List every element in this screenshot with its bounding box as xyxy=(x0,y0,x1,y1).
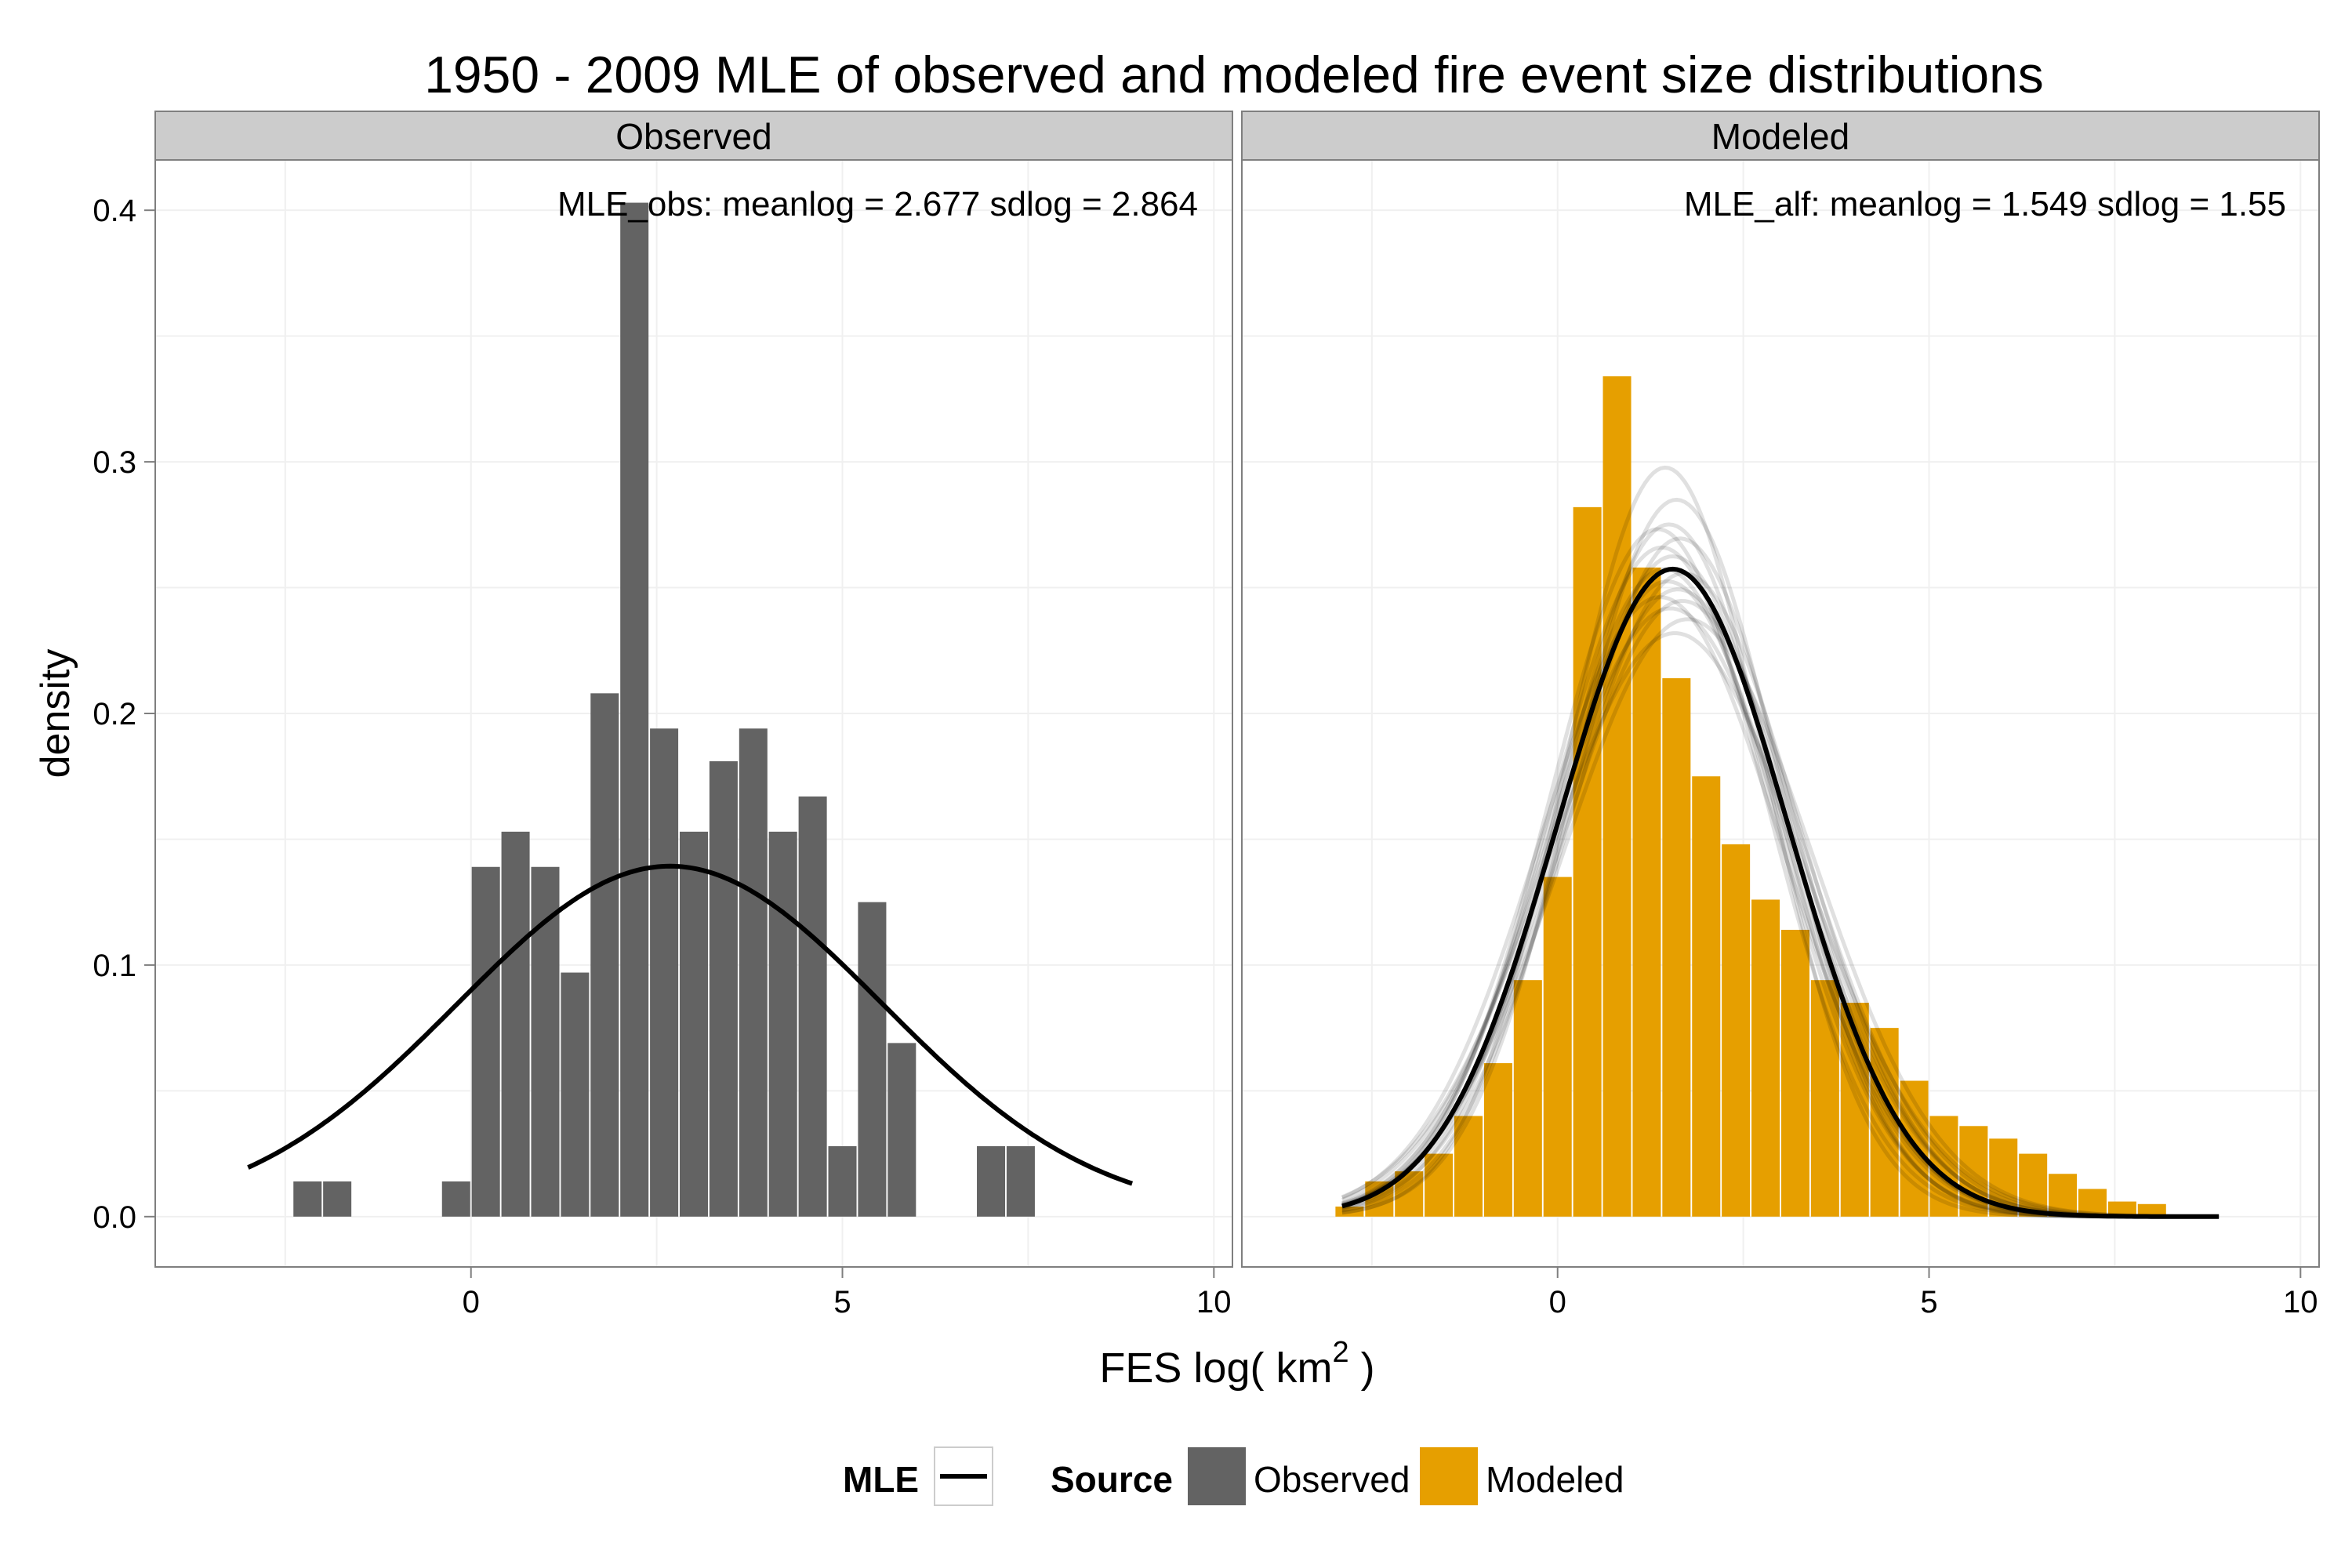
bar xyxy=(798,796,827,1217)
y-tick-label: 0.4 xyxy=(93,194,136,228)
x-axis-title: FES log( km2 ) xyxy=(1099,1336,1374,1392)
y-axis: 0.0 0.1 0.2 0.3 0.4 xyxy=(93,194,155,1235)
bar xyxy=(1335,1206,1364,1217)
panel-modeled-bars xyxy=(1335,376,2166,1217)
bar xyxy=(1810,980,1839,1217)
panel-modeled-strip-label: Modeled xyxy=(1711,116,1849,157)
bar xyxy=(1573,506,1602,1217)
bar xyxy=(1006,1145,1035,1217)
x-tick-label: 0 xyxy=(463,1285,480,1319)
bar xyxy=(2019,1153,2048,1217)
bar xyxy=(590,693,619,1217)
bar xyxy=(977,1145,1006,1217)
bar xyxy=(1840,1003,1869,1217)
legend-key-mle xyxy=(934,1446,993,1506)
bar xyxy=(739,728,768,1217)
legend-title-source: Source xyxy=(1051,1459,1173,1500)
y-tick-label: 0.3 xyxy=(93,445,136,480)
bar xyxy=(293,1181,322,1217)
bar xyxy=(709,760,738,1217)
legend-label-modeled: Modeled xyxy=(1486,1459,1624,1500)
panel-modeled-curves xyxy=(1341,465,2220,1219)
bar xyxy=(650,728,679,1217)
chart-title: 1950 - 2009 MLE of observed and modeled … xyxy=(424,45,2044,103)
bar xyxy=(2107,1201,2136,1217)
x-tick-label: 5 xyxy=(1920,1285,1937,1319)
x-tick-label: 10 xyxy=(2283,1285,2318,1319)
x-axis-observed: 0 5 10 xyxy=(463,1267,1232,1319)
bar xyxy=(501,831,530,1217)
legend-label-observed: Observed xyxy=(1254,1459,1410,1500)
bar xyxy=(1662,678,1691,1217)
panel-observed: Observed MLE_obs: meanlog = 2.677 sdlog … xyxy=(154,111,1233,1268)
y-tick-label: 0.1 xyxy=(93,949,136,983)
x-tick-label: 5 xyxy=(833,1285,851,1319)
sample-curve xyxy=(1341,617,2220,1219)
y-tick-label: 0.0 xyxy=(93,1200,136,1235)
y-tick-label: 0.2 xyxy=(93,697,136,731)
bar xyxy=(1632,567,1661,1217)
bar xyxy=(1722,844,1751,1217)
y-axis-title: density xyxy=(33,649,78,779)
panel-modeled: Modeled MLE_alf: meanlog = 1.549 sdlog =… xyxy=(1241,111,2320,1268)
bar xyxy=(1751,899,1780,1217)
panel-modeled-annotation: MLE_alf: meanlog = 1.549 sdlog = 1.55 xyxy=(1684,185,2286,223)
panel-modeled-border xyxy=(1241,159,2320,1268)
bar xyxy=(1602,376,1632,1217)
panel-observed-annotation: MLE_obs: meanlog = 2.677 sdlog = 2.864 xyxy=(557,185,1198,223)
x-axis-title-tail: ) xyxy=(1349,1345,1375,1392)
bar xyxy=(561,972,590,1217)
bar xyxy=(323,1181,352,1217)
mle-curve xyxy=(247,863,1134,1186)
bar xyxy=(2078,1189,2107,1217)
x-tick-label: 0 xyxy=(1549,1285,1566,1319)
x-tick-label: 10 xyxy=(1196,1285,1232,1319)
bar xyxy=(471,866,500,1217)
bar xyxy=(1543,877,1572,1217)
x-axis-modeled: 0 5 10 xyxy=(1549,1267,2318,1319)
bar xyxy=(1425,1153,1454,1217)
legend: MLE Source Observed Modeled xyxy=(843,1446,1624,1506)
panel-observed-strip-label: Observed xyxy=(615,116,771,157)
bar xyxy=(2049,1174,2078,1217)
mle-curve xyxy=(1341,566,2220,1219)
bar xyxy=(768,831,797,1217)
bar xyxy=(531,866,560,1217)
bar xyxy=(858,902,887,1217)
bar xyxy=(679,831,709,1217)
bar xyxy=(1870,1028,1899,1217)
bar xyxy=(441,1181,470,1217)
bar xyxy=(1483,1063,1512,1217)
legend-key-observed xyxy=(1188,1447,1246,1505)
bar xyxy=(2137,1203,2166,1217)
bar xyxy=(828,1145,857,1217)
bar xyxy=(1780,929,1809,1217)
bar xyxy=(1513,980,1542,1217)
panel-observed-curves xyxy=(247,863,1134,1186)
legend-key-modeled xyxy=(1420,1447,1478,1505)
bar xyxy=(887,1043,916,1217)
panel-observed-bars xyxy=(293,202,1035,1217)
bar xyxy=(1454,1116,1483,1217)
x-axis-title-main: FES log( km xyxy=(1099,1345,1332,1392)
panel-modeled-strip xyxy=(1241,111,2320,161)
panel-observed-strip xyxy=(154,111,1233,161)
x-axis-title-superscript: 2 xyxy=(1332,1336,1348,1369)
bar xyxy=(620,202,649,1217)
bar xyxy=(1692,776,1721,1217)
legend-title-mle: MLE xyxy=(843,1459,919,1500)
